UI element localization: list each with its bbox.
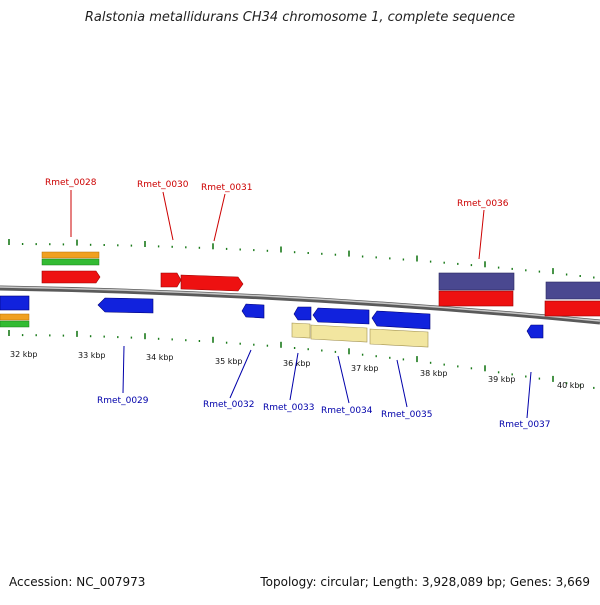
gene-label-rmet-0034[interactable]: Rmet_0034 bbox=[321, 406, 373, 416]
gene-label-rmet-0032[interactable]: Rmet_0032 bbox=[203, 400, 255, 410]
accession-text: Accession: NC_007973 bbox=[9, 575, 146, 589]
forward-gene-labels: Rmet_0028 Rmet_0030 Rmet_0031 Rmet_0036 bbox=[45, 178, 509, 260]
gene-arrow-rmet-0037[interactable] bbox=[526, 324, 544, 339]
label-leader bbox=[213, 193, 226, 242]
gene-arrow-rmet-0034[interactable] bbox=[312, 307, 370, 325]
scale-label: 38 kbp bbox=[420, 369, 448, 378]
chromosome-backbone bbox=[0, 285, 600, 325]
gene-label-rmet-0028[interactable]: Rmet_0028 bbox=[45, 178, 97, 188]
scale-label: 34 kbp bbox=[146, 353, 174, 362]
gene-label-rmet-0036[interactable]: Rmet_0036 bbox=[457, 199, 509, 209]
purple-feature[interactable] bbox=[438, 272, 515, 291]
scale-label: 40 kbp bbox=[557, 381, 585, 390]
pale-feature[interactable] bbox=[369, 328, 429, 348]
orange-feature[interactable] bbox=[0, 313, 30, 321]
upper-tick-row bbox=[8, 239, 595, 279]
scale-label: 37 kbp bbox=[351, 364, 379, 373]
label-leader bbox=[122, 345, 125, 394]
gene-arrow-rmet-0036[interactable] bbox=[438, 290, 514, 307]
scale-labels: 32 kbp 33 kbp 34 kbp 35 kbp 36 kbp 37 kb… bbox=[10, 350, 585, 390]
gene-arrow-rmet-0029[interactable] bbox=[97, 297, 154, 314]
label-leader bbox=[337, 355, 350, 404]
reverse-gene-labels: Rmet_0029 Rmet_0032 Rmet_0033 Rmet_0034 … bbox=[97, 345, 551, 430]
pale-feature[interactable] bbox=[291, 322, 311, 339]
scale-label: 35 kbp bbox=[215, 357, 243, 366]
scale-label: 32 kbp bbox=[10, 350, 38, 359]
map-title: Ralstonia metallidurans CH34 chromosome … bbox=[84, 10, 516, 25]
gene-arrow-rmet-0035[interactable] bbox=[371, 310, 431, 330]
label-leader bbox=[289, 352, 299, 401]
purple-feature[interactable] bbox=[545, 281, 600, 300]
gene-arrow-rmet-0028[interactable] bbox=[41, 270, 101, 284]
scale-label: 36 kbp bbox=[283, 359, 311, 368]
pale-feature[interactable] bbox=[310, 324, 368, 343]
scale-label: 39 kbp bbox=[488, 375, 516, 384]
scale-label: 33 kbp bbox=[78, 351, 106, 360]
label-leader bbox=[478, 209, 485, 260]
gene-arrow-rmet-0033[interactable] bbox=[293, 306, 312, 321]
gene-label-rmet-0033[interactable]: Rmet_0033 bbox=[263, 403, 315, 413]
green-feature[interactable] bbox=[0, 320, 30, 328]
green-feature[interactable] bbox=[41, 258, 100, 266]
feature-track bbox=[0, 251, 600, 348]
label-leader bbox=[162, 191, 174, 241]
gene-label-rmet-0035[interactable]: Rmet_0035 bbox=[381, 410, 433, 420]
gene-label-rmet-0029[interactable]: Rmet_0029 bbox=[97, 396, 149, 406]
genome-summary-text: Topology: circular; Length: 3,928,089 bp… bbox=[260, 575, 590, 589]
lower-tick-row bbox=[8, 330, 595, 389]
label-leader bbox=[229, 349, 252, 399]
gene-arrow-rmet-0030[interactable] bbox=[160, 272, 182, 288]
gene-arrow-rmet-0031[interactable] bbox=[180, 274, 244, 292]
gene-arrow-reverse[interactable] bbox=[0, 295, 30, 311]
gene-label-rmet-0031[interactable]: Rmet_0031 bbox=[201, 183, 253, 193]
gene-label-rmet-0037[interactable]: Rmet_0037 bbox=[499, 420, 551, 430]
gene-arrow-forward[interactable] bbox=[544, 300, 600, 317]
orange-feature[interactable] bbox=[41, 251, 100, 259]
label-leader bbox=[396, 359, 408, 408]
chromosome-backbone-highlight bbox=[0, 286, 600, 322]
gene-arrow-rmet-0032[interactable] bbox=[241, 303, 265, 319]
gene-label-rmet-0030[interactable]: Rmet_0030 bbox=[137, 180, 189, 190]
label-leader bbox=[526, 371, 532, 419]
